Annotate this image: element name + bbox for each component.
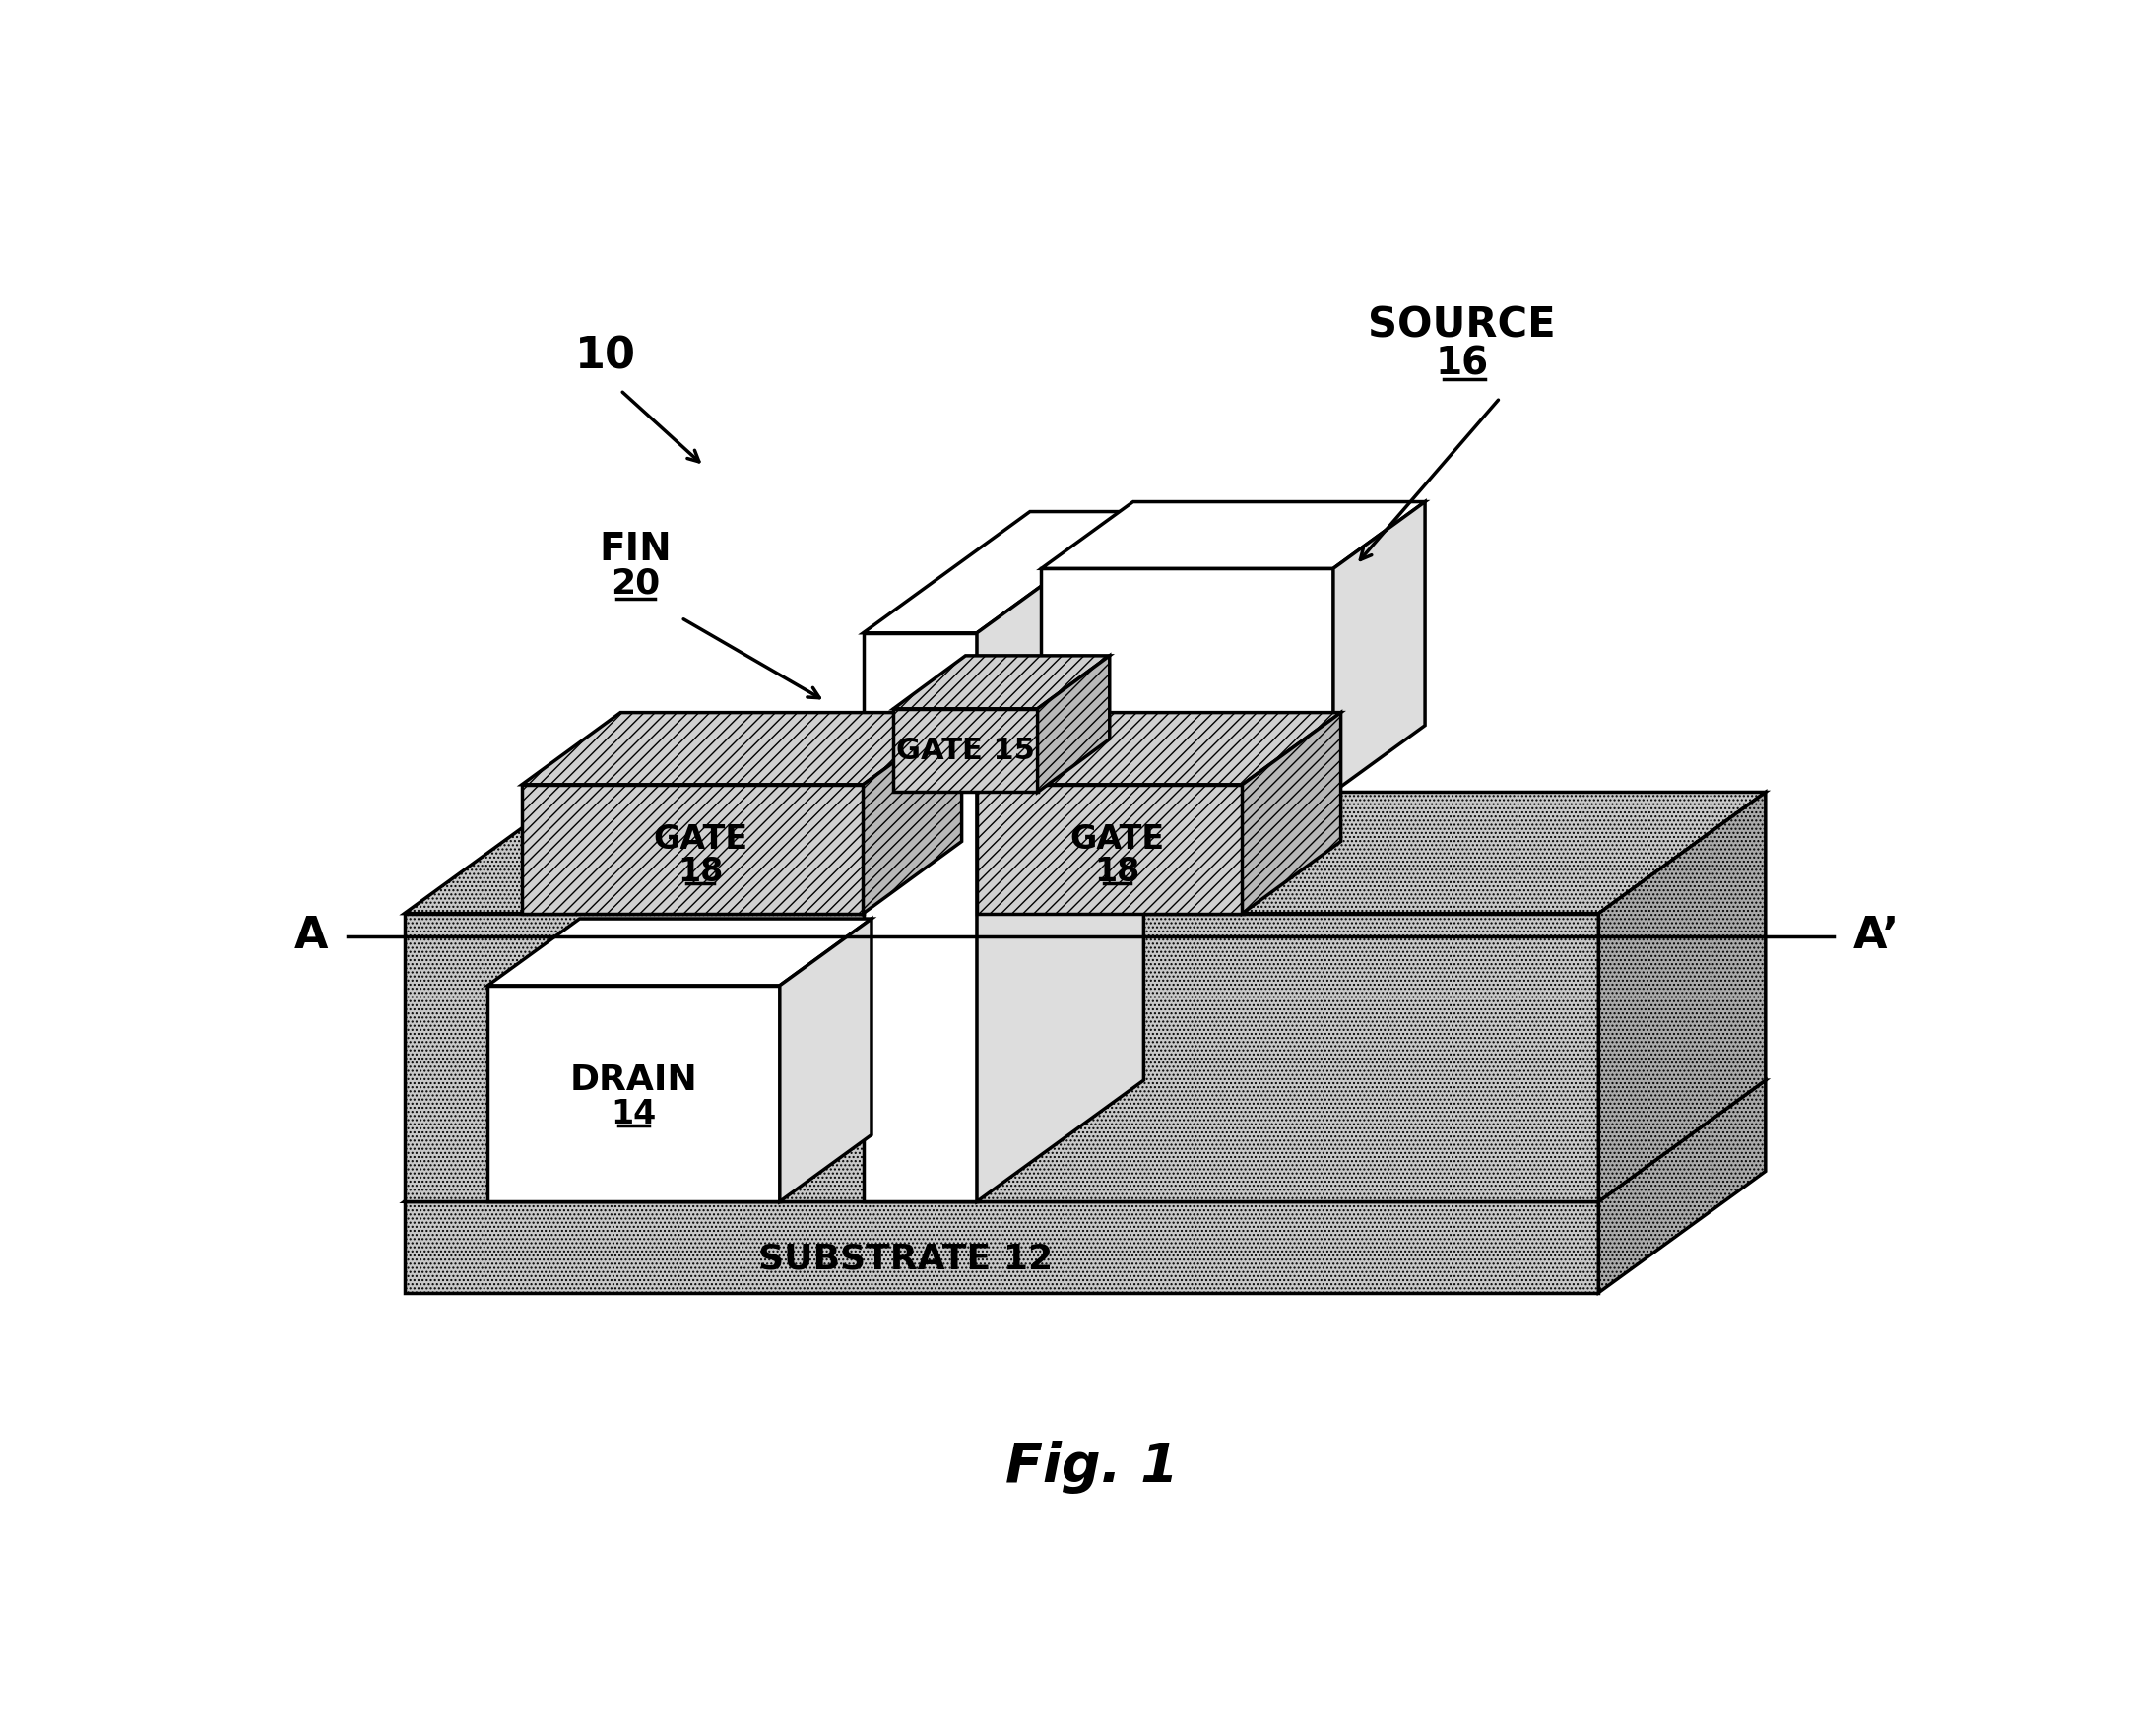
Text: SOURCE: SOURCE (1368, 306, 1556, 347)
Polygon shape (893, 656, 1110, 708)
Text: GATE: GATE (1070, 823, 1164, 856)
Text: 16: 16 (1436, 345, 1490, 382)
Text: 10: 10 (575, 335, 635, 377)
Polygon shape (780, 918, 872, 1201)
Polygon shape (976, 785, 1242, 913)
Text: DRAIN: DRAIN (569, 1062, 697, 1097)
Text: GATE 15: GATE 15 (897, 736, 1036, 766)
Polygon shape (893, 708, 1038, 792)
Polygon shape (863, 512, 1144, 634)
Polygon shape (488, 986, 780, 1201)
Text: 18: 18 (1095, 856, 1140, 889)
Polygon shape (1242, 712, 1340, 913)
Polygon shape (863, 712, 961, 913)
Polygon shape (522, 712, 961, 785)
Polygon shape (863, 634, 976, 1201)
Text: 14: 14 (612, 1097, 656, 1130)
Polygon shape (405, 1201, 1598, 1293)
Polygon shape (976, 712, 1340, 785)
Text: 20: 20 (612, 568, 661, 601)
Text: GATE: GATE (652, 823, 748, 856)
Text: 18: 18 (678, 856, 722, 889)
Polygon shape (405, 792, 1764, 913)
Polygon shape (1334, 502, 1426, 792)
Polygon shape (976, 512, 1144, 1201)
Polygon shape (1038, 656, 1110, 792)
Polygon shape (522, 785, 863, 913)
Polygon shape (1042, 502, 1426, 568)
Text: A’: A’ (1852, 915, 1899, 957)
Polygon shape (1598, 792, 1764, 1201)
Polygon shape (405, 1080, 1764, 1201)
Polygon shape (1598, 1080, 1764, 1293)
Polygon shape (1042, 568, 1334, 792)
Polygon shape (405, 913, 1598, 1201)
Text: SUBSTRATE 12: SUBSTRATE 12 (759, 1241, 1053, 1276)
Text: FIN: FIN (599, 531, 671, 568)
Text: Fig. 1: Fig. 1 (1006, 1441, 1178, 1493)
Text: A: A (294, 915, 328, 957)
Polygon shape (488, 918, 872, 986)
